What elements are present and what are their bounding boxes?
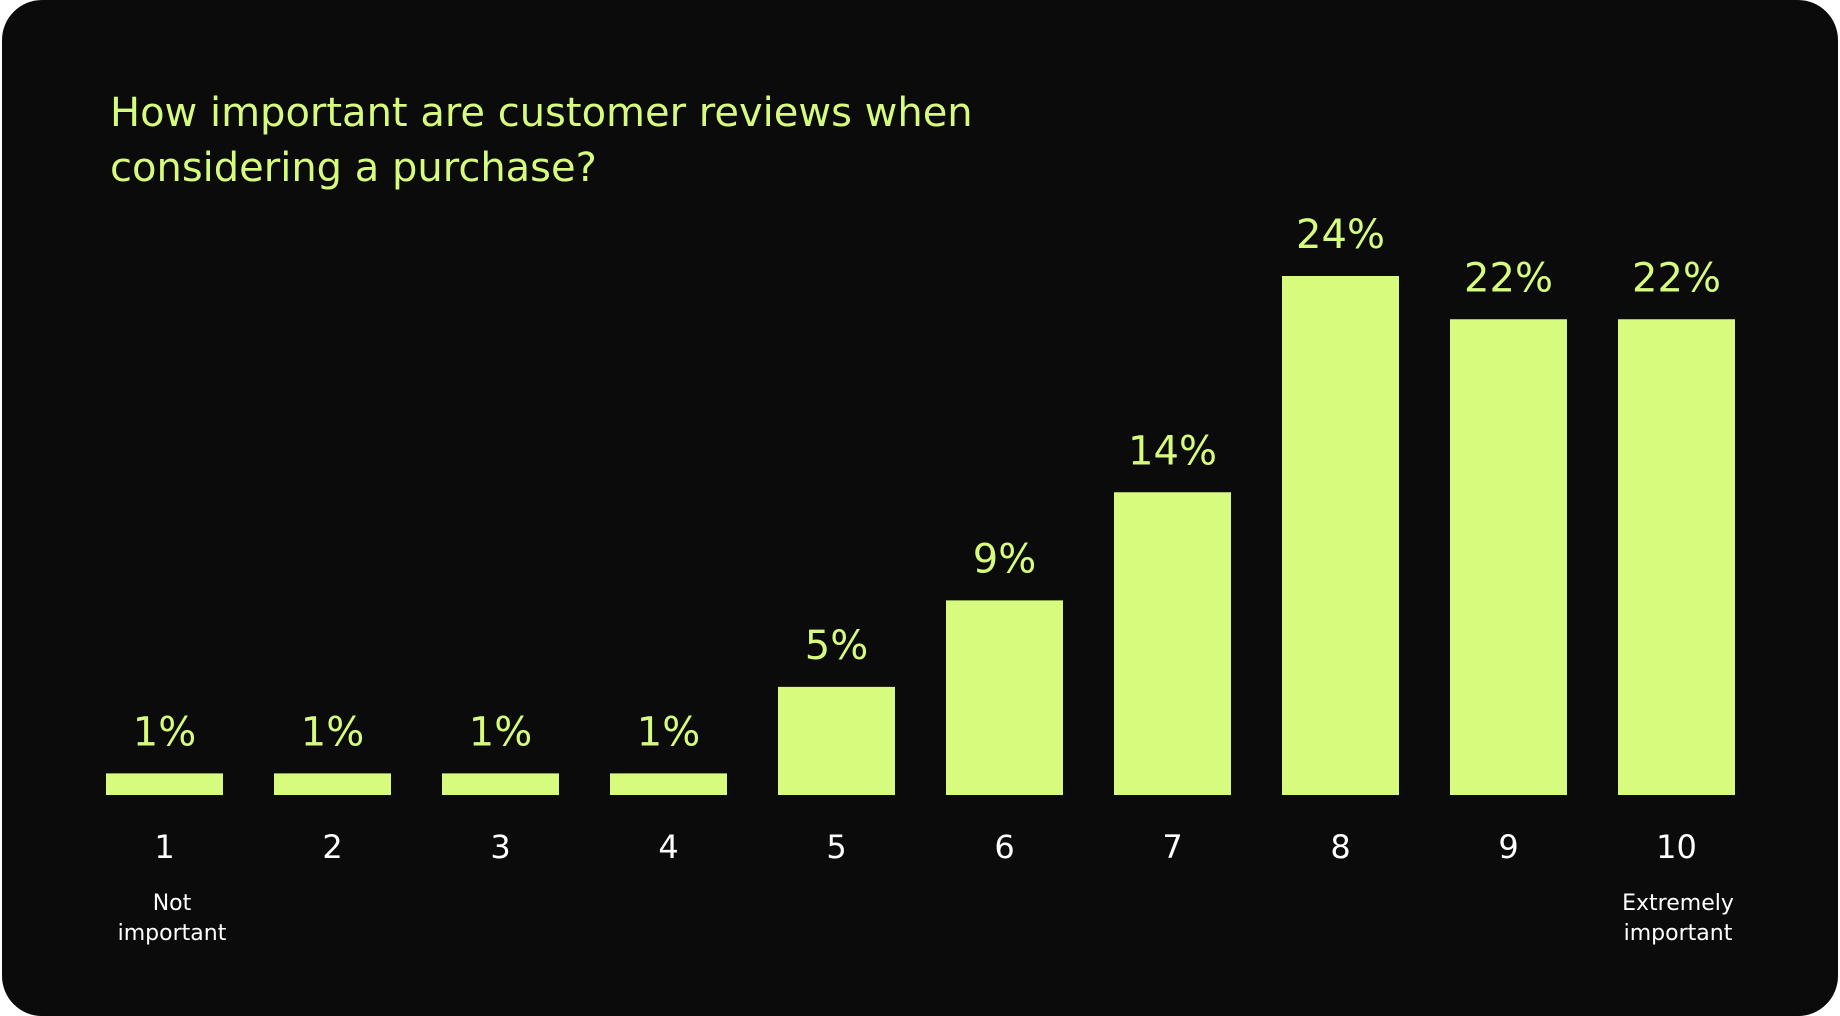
category-labels-layer: 1 2 3 4 5 6 7 8 9 10 [154,828,1697,866]
bar-7 [1114,492,1231,795]
category-label-5: 5 [826,828,846,866]
scale-high-label: Extremely important [1622,891,1734,946]
category-label-7: 7 [1162,828,1182,866]
bar-2 [274,773,391,795]
category-label-10: 10 [1656,828,1697,866]
value-label-5: 5% [805,623,868,669]
value-label-7: 14% [1128,428,1217,474]
bar-10 [1618,319,1735,795]
scale-low-label: Not important [117,891,227,946]
value-label-2: 1% [301,709,364,755]
bar-8 [1282,276,1399,795]
category-label-8: 8 [1330,828,1350,866]
bar-3 [442,773,559,795]
bars-layer [106,276,1735,795]
value-label-4: 1% [637,709,700,755]
value-labels-layer: 1% 1% 1% 1% 5% 9% 14% 24% 22% 22% [133,212,1721,755]
chart-title: How important are customer reviews when … [110,90,973,191]
category-label-6: 6 [994,828,1014,866]
category-label-1: 1 [154,828,174,866]
value-label-10: 22% [1632,255,1721,301]
bar-6 [946,600,1063,795]
bar-5 [778,686,895,795]
category-label-2: 2 [322,828,342,866]
value-label-9: 22% [1464,255,1553,301]
value-label-3: 1% [469,709,532,755]
bar-9 [1450,319,1567,795]
bar-1 [106,773,223,795]
value-label-1: 1% [133,709,196,755]
category-label-9: 9 [1498,828,1518,866]
value-label-6: 9% [973,536,1036,582]
bar-4 [610,773,727,795]
category-label-3: 3 [490,828,510,866]
value-label-8: 24% [1296,212,1385,258]
category-label-4: 4 [658,828,678,866]
